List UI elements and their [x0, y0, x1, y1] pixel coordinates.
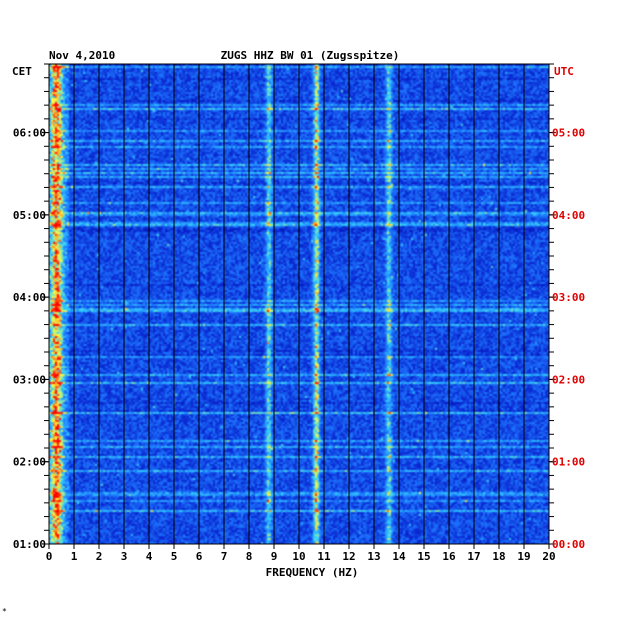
x-tick-label: 7 [221, 550, 228, 563]
chart-date: Nov 4,2010 [49, 49, 115, 62]
y-tick-label-cet: 06:00 [13, 127, 46, 140]
x-tick-label: 16 [442, 550, 456, 563]
chart-title: ZUGS HHZ BW 01 (Zugsspitze) [221, 49, 400, 62]
y-tick-label-utc: 05:00 [552, 127, 585, 140]
x-tick-label: 20 [542, 550, 555, 563]
x-tick-label: 5 [171, 550, 178, 563]
x-tick-label: 2 [96, 550, 103, 563]
x-tick-label: 11 [317, 550, 331, 563]
x-tick-label: 15 [417, 550, 430, 563]
y-tick-label-utc: 01:00 [552, 456, 585, 469]
y-tick-label-cet: 01:00 [13, 538, 46, 551]
x-tick-label: 0 [46, 550, 53, 563]
x-tick-label: 8 [246, 550, 253, 563]
x-tick-label: 3 [121, 550, 128, 563]
y-tick-label-cet: 02:00 [13, 456, 46, 469]
x-tick-label: 17 [467, 550, 480, 563]
y-tick-label-cet: 03:00 [13, 373, 46, 386]
left-axis-label: CET [12, 65, 32, 78]
x-tick-label: 9 [271, 550, 278, 563]
x-axis-ticks: 0 1 2 3 4 5 6 7 8 9 10 11 12 13 14 15 16 17 18 19 20 [46, 544, 556, 563]
y-tick-label-utc: 02:00 [552, 373, 585, 386]
x-tick-label: 10 [292, 550, 305, 563]
right-axis-label: UTC [554, 65, 574, 78]
y-tick-label-utc: 00:00 [552, 538, 585, 551]
y-tick-label-cet: 05:00 [13, 209, 46, 222]
x-tick-label: 1 [71, 550, 78, 563]
x-tick-label: 14 [392, 550, 406, 563]
y-tick-label-utc: 04:00 [552, 209, 585, 222]
x-tick-label: 12 [342, 550, 355, 563]
grid-lines [73, 64, 525, 544]
x-tick-label: 13 [367, 550, 380, 563]
x-axis-label: FREQUENCY (HZ) [266, 566, 359, 579]
y-axis-ticks: 06:00 05:00 05:00 04:00 04:00 03:00 03:00 02:00… [13, 63, 585, 551]
y-tick-label-cet: 04:00 [13, 291, 46, 304]
x-tick-label: 6 [196, 550, 203, 563]
x-tick-label: 4 [146, 550, 153, 563]
footer-mark: * [2, 607, 7, 616]
x-tick-label: 18 [492, 550, 505, 563]
x-tick-label: 19 [517, 550, 530, 563]
y-tick-label-utc: 03:00 [552, 291, 585, 304]
